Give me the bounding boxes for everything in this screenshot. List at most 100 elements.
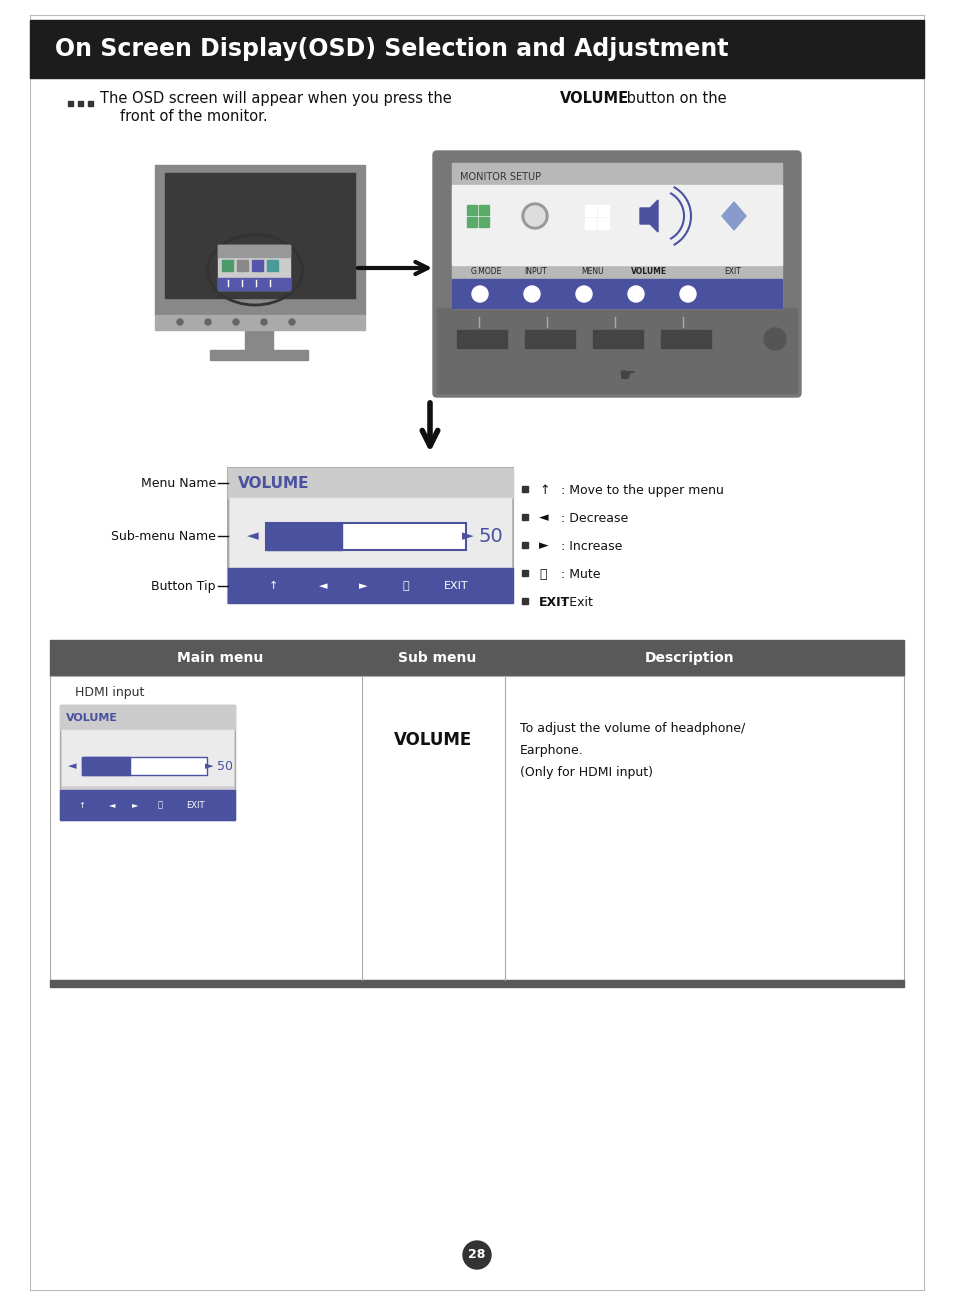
Text: 50: 50 bbox=[216, 760, 233, 773]
Text: (Only for HDMI input): (Only for HDMI input) bbox=[519, 766, 652, 779]
Bar bbox=[521, 570, 527, 576]
Polygon shape bbox=[721, 202, 745, 230]
Bar bbox=[252, 260, 263, 271]
Bar bbox=[593, 330, 642, 348]
Text: ↑: ↑ bbox=[78, 800, 86, 809]
Bar bbox=[245, 330, 273, 352]
Bar bbox=[452, 279, 781, 308]
Bar bbox=[467, 205, 476, 215]
Circle shape bbox=[679, 286, 696, 301]
Bar bbox=[88, 100, 92, 106]
Circle shape bbox=[524, 206, 544, 226]
Bar bbox=[50, 676, 903, 980]
Text: VOLUME: VOLUME bbox=[559, 90, 628, 106]
Text: : Decrease: : Decrease bbox=[560, 512, 628, 525]
Circle shape bbox=[177, 318, 183, 325]
Bar bbox=[228, 468, 513, 603]
Bar bbox=[267, 260, 277, 271]
Bar bbox=[154, 164, 365, 315]
Bar bbox=[230, 499, 511, 568]
Bar bbox=[521, 514, 527, 519]
Bar bbox=[266, 523, 465, 549]
Text: Description: Description bbox=[644, 651, 734, 666]
Bar bbox=[452, 163, 781, 308]
Bar bbox=[521, 485, 527, 492]
Bar bbox=[210, 350, 308, 360]
Text: button on the: button on the bbox=[621, 90, 726, 106]
Bar bbox=[467, 217, 476, 227]
Circle shape bbox=[233, 318, 239, 325]
Text: Button Tip: Button Tip bbox=[152, 579, 215, 592]
Bar bbox=[222, 260, 233, 271]
Text: On Screen Display(OSD) Selection and Adjustment: On Screen Display(OSD) Selection and Adj… bbox=[55, 37, 728, 61]
Text: : Increase: : Increase bbox=[560, 539, 621, 552]
Text: : Move to the upper menu: : Move to the upper menu bbox=[560, 483, 723, 496]
Text: Main menu: Main menu bbox=[176, 651, 263, 666]
Text: ◄: ◄ bbox=[109, 800, 115, 809]
Text: 28: 28 bbox=[468, 1249, 485, 1262]
Text: VOLUME: VOLUME bbox=[237, 475, 309, 491]
Circle shape bbox=[462, 1241, 491, 1268]
Bar bbox=[60, 790, 234, 820]
Bar bbox=[228, 568, 513, 603]
Bar bbox=[584, 218, 596, 228]
Text: VOLUME: VOLUME bbox=[66, 713, 118, 723]
Bar bbox=[165, 174, 355, 298]
Bar bbox=[598, 218, 608, 228]
Circle shape bbox=[472, 286, 488, 301]
Text: front of the monitor.: front of the monitor. bbox=[120, 108, 268, 124]
Text: ►: ► bbox=[461, 529, 474, 543]
Circle shape bbox=[289, 318, 294, 325]
Text: Sub menu: Sub menu bbox=[397, 651, 476, 666]
Text: To adjust the volume of headphone/: To adjust the volume of headphone/ bbox=[519, 722, 744, 735]
Bar bbox=[266, 523, 341, 549]
Text: EXIT: EXIT bbox=[186, 800, 204, 809]
Text: : Mute: : Mute bbox=[560, 568, 599, 581]
Bar bbox=[68, 100, 73, 106]
Bar bbox=[521, 542, 527, 548]
Polygon shape bbox=[639, 200, 658, 232]
FancyBboxPatch shape bbox=[433, 151, 801, 397]
Text: The OSD screen will appear when you press the: The OSD screen will appear when you pres… bbox=[100, 90, 456, 106]
Text: ◄: ◄ bbox=[68, 761, 76, 771]
Circle shape bbox=[261, 318, 267, 325]
Text: MONITOR SETUP: MONITOR SETUP bbox=[459, 172, 540, 181]
Bar bbox=[50, 639, 903, 676]
Bar bbox=[228, 468, 513, 499]
Bar bbox=[82, 757, 207, 775]
Text: : Exit: : Exit bbox=[560, 595, 592, 608]
Text: EXIT: EXIT bbox=[538, 595, 570, 608]
Text: G.MODE: G.MODE bbox=[471, 266, 502, 275]
Bar bbox=[30, 20, 923, 78]
Text: ◄: ◄ bbox=[538, 512, 548, 525]
Text: ↑: ↑ bbox=[538, 483, 549, 496]
Bar bbox=[478, 217, 489, 227]
Bar bbox=[236, 260, 248, 271]
Bar bbox=[218, 245, 290, 257]
Bar bbox=[452, 185, 781, 265]
Text: ►: ► bbox=[205, 761, 213, 771]
Bar bbox=[478, 205, 489, 215]
Text: VOLUME: VOLUME bbox=[394, 731, 472, 749]
Text: EXIT: EXIT bbox=[443, 581, 468, 591]
Bar bbox=[524, 330, 575, 348]
Text: MENU: MENU bbox=[580, 266, 603, 275]
Text: HDMI input: HDMI input bbox=[75, 685, 144, 698]
Text: ►: ► bbox=[358, 581, 367, 591]
Text: ◄: ◄ bbox=[318, 581, 327, 591]
Text: ►: ► bbox=[538, 539, 548, 552]
Text: ◄: ◄ bbox=[247, 529, 258, 543]
Text: ►: ► bbox=[132, 800, 138, 809]
Circle shape bbox=[627, 286, 643, 301]
Circle shape bbox=[576, 286, 592, 301]
Text: Earphone.: Earphone. bbox=[519, 744, 583, 757]
Circle shape bbox=[523, 286, 539, 301]
Bar bbox=[598, 205, 608, 217]
Text: ☛: ☛ bbox=[618, 365, 635, 385]
Bar bbox=[436, 308, 796, 393]
Text: 50: 50 bbox=[478, 526, 503, 545]
Bar bbox=[660, 330, 710, 348]
Text: EXIT: EXIT bbox=[723, 266, 740, 275]
Text: 🔇: 🔇 bbox=[402, 581, 409, 591]
Bar bbox=[218, 245, 290, 290]
